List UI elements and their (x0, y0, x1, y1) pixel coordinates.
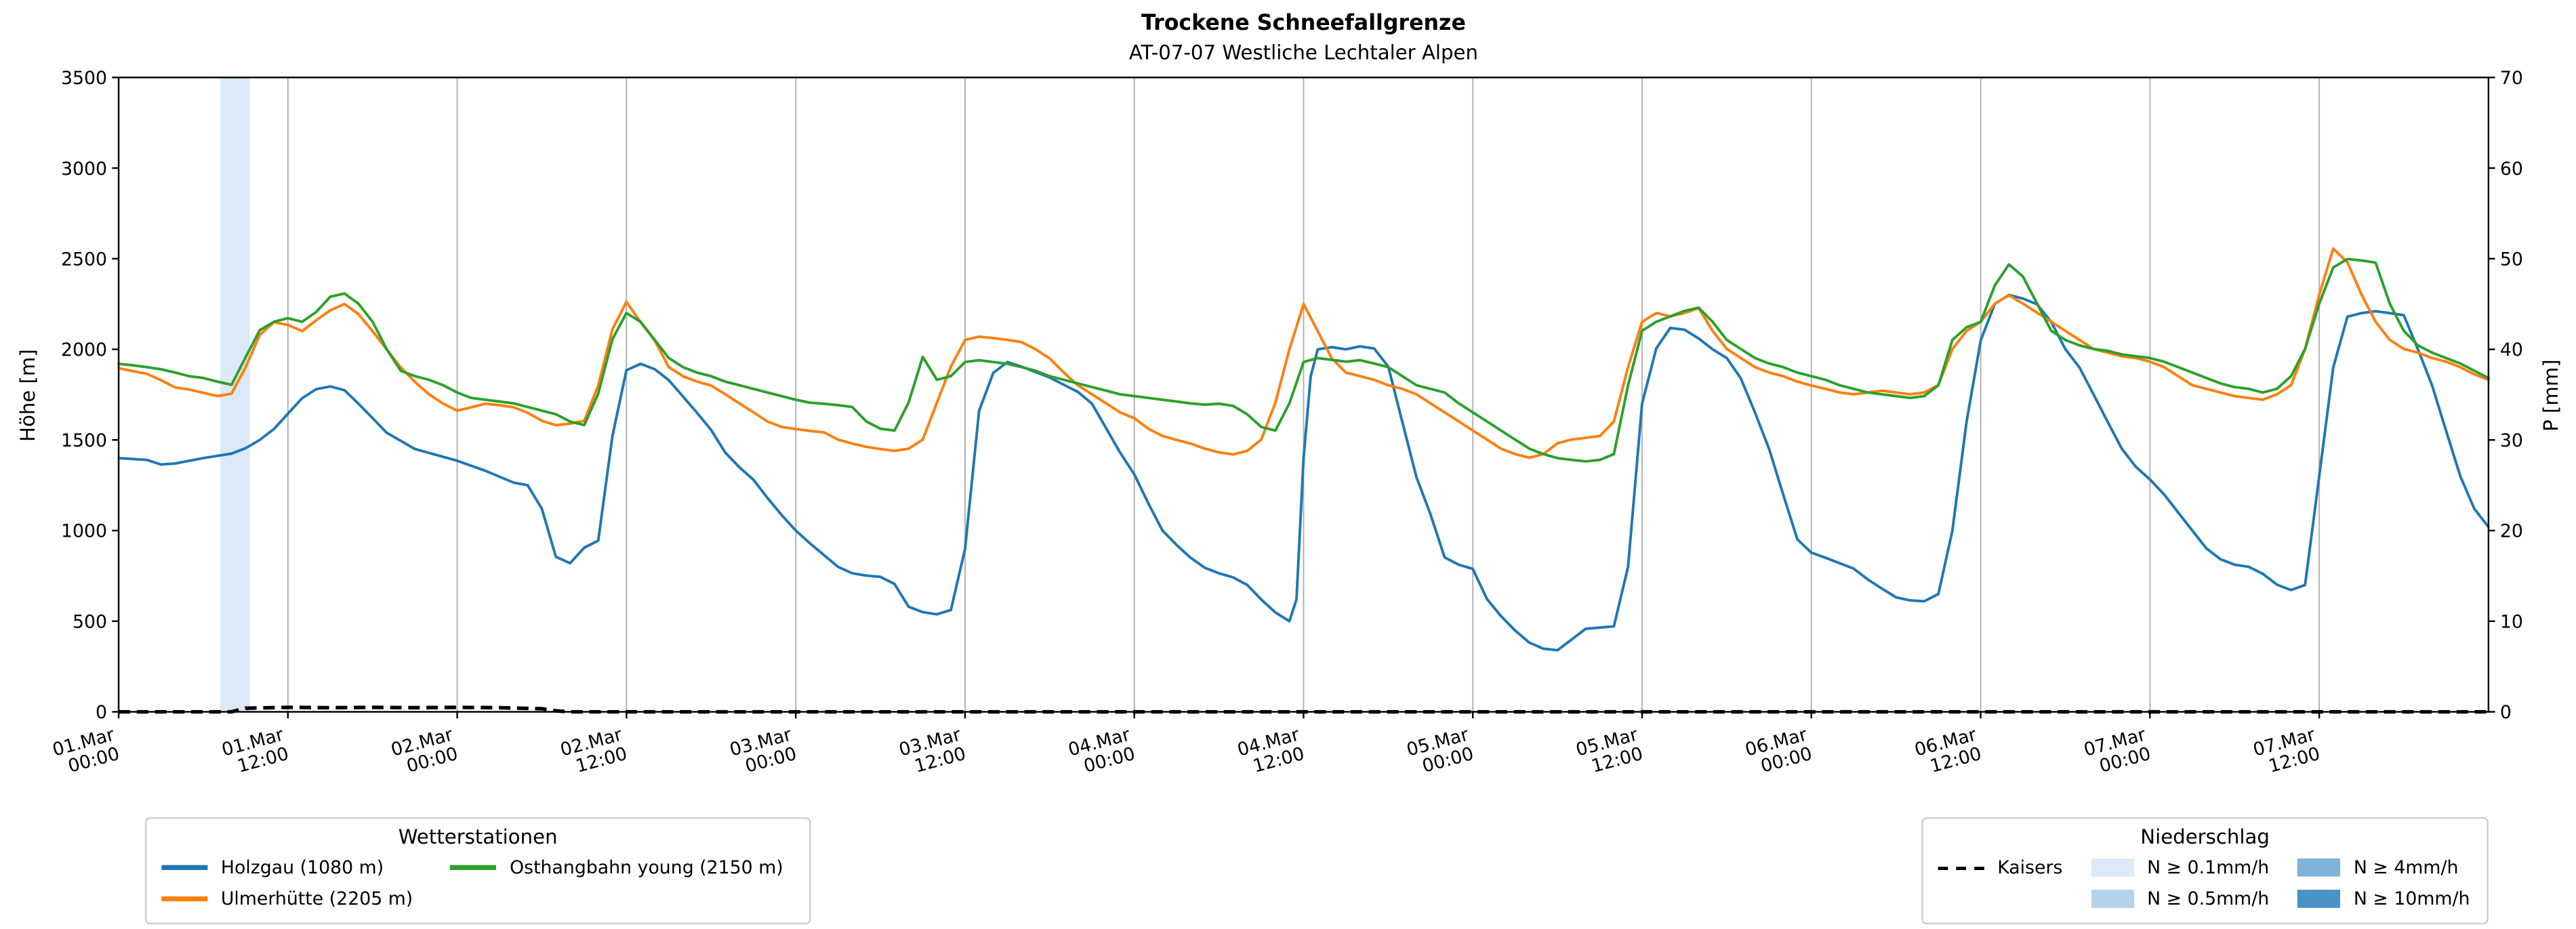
y-tick-label-right: 70 (2500, 68, 2523, 89)
legend-item-label: N ≥ 10mm/h (2353, 888, 2470, 910)
x-tick-label: 07.Mar12:00 (2251, 724, 2322, 780)
legend-stations-title: Wetterstationen (398, 825, 558, 849)
legend-niederschlag: Niederschlag Kaisers N ≥ 0.1mm/h N ≥ 0.5… (1921, 817, 2489, 925)
y-tick-label-left: 1500 (61, 430, 107, 451)
x-tick-label: 01.Mar12:00 (220, 724, 291, 780)
legend-item-precip-0-1: N ≥ 0.1mm/h (2091, 854, 2271, 882)
x-tick-label: 07.Mar00:00 (2082, 724, 2153, 780)
y-tick-label-right: 40 (2500, 339, 2523, 360)
legend-item-holzgau: Holzgau (1080 m) (161, 854, 424, 882)
legend-item-label: Holzgau (1080 m) (220, 856, 384, 879)
y-tick-label-left: 500 (73, 611, 107, 632)
y-tick-label-right: 60 (2500, 159, 2523, 180)
precip-4-swatch (2297, 858, 2341, 877)
legend-item-osthangbahn: Osthangbahn young (2150 m) (450, 854, 795, 882)
y-tick-label-left: 3500 (61, 68, 107, 89)
x-tick-label: 03.Mar12:00 (897, 724, 968, 780)
chart-title: Trockene Schneefallgrenze (1141, 12, 1466, 37)
series-line-holzgau-1080-m (117, 293, 2490, 652)
osthangbahn-line-swatch (450, 865, 497, 870)
legend-item-precip-0-5: N ≥ 0.5mm/h (2091, 885, 2271, 913)
x-tick-label: 06.Mar12:00 (1913, 724, 1984, 780)
x-tick-label: 02.Mar12:00 (558, 724, 629, 780)
kaisers-precip-line (119, 705, 2489, 714)
x-tick-label: 02.Mar00:00 (389, 724, 460, 780)
y-tick-label-right: 10 (2500, 611, 2523, 632)
legend-item-precip-4: N ≥ 4mm/h (2297, 854, 2472, 882)
legend-item-label: N ≥ 0.5mm/h (2147, 888, 2270, 910)
x-tick-label: 01.Mar00:00 (50, 724, 121, 780)
x-tick-label: 06.Mar00:00 (1743, 724, 1814, 780)
x-tick-label: 03.Mar00:00 (727, 724, 798, 780)
y-tick-label-left: 2500 (61, 249, 107, 270)
legend-precip-title: Niederschlag (2140, 825, 2270, 849)
y-tick-label-left: 3000 (61, 159, 107, 180)
precip-0-5-swatch (2091, 890, 2134, 908)
holzgau-line-swatch (161, 865, 208, 870)
y-tick-label-right: 30 (2500, 430, 2523, 451)
y-tick-label-right: 0 (2500, 702, 2512, 723)
kaisers-dashed-line-swatch (1938, 865, 1984, 869)
legend-item-kaisers: Kaisers (1938, 854, 2065, 882)
legend-item-label: Osthangbahn young (2150 m) (510, 856, 783, 879)
legend-item-label: N ≥ 0.1mm/h (2147, 856, 2270, 879)
chart-subtitle: AT-07-07 Westliche Lechtaler Alpen (1128, 41, 1479, 64)
x-tick-label: 05.Mar12:00 (1574, 724, 1645, 780)
precip-0-1-swatch (2091, 858, 2134, 877)
x-tick-label: 04.Mar12:00 (1235, 724, 1307, 780)
legend-item-ulmerhuette: Ulmerhütte (2205 m) (161, 885, 424, 913)
legend-item-label: N ≥ 4mm/h (2353, 856, 2459, 879)
y-tick-label-right: 20 (2500, 521, 2523, 542)
ulmerhuette-line-swatch (161, 896, 208, 901)
series-line-osthangbahn-young-2150-m (117, 257, 2490, 463)
legend-item-label: Ulmerhütte (2205 m) (220, 888, 413, 910)
y-tick-label-right: 50 (2500, 249, 2523, 270)
legend-item-precip-10: N ≥ 10mm/h (2297, 885, 2472, 913)
legend-spacer (1938, 885, 2065, 913)
x-tick-label: 04.Mar00:00 (1066, 724, 1137, 780)
y-tick-label-left: 0 (96, 702, 107, 723)
legend-item-label: Kaisers (1997, 856, 2063, 879)
x-tick-label: 05.Mar00:00 (1404, 724, 1475, 780)
precip-10-swatch (2297, 890, 2341, 908)
legend-wetterstationen: Wetterstationen Holzgau (1080 m) Ulmerhü… (144, 817, 811, 925)
y-tick-label-left: 2000 (61, 339, 107, 360)
y-tick-label-left: 1000 (61, 521, 107, 542)
